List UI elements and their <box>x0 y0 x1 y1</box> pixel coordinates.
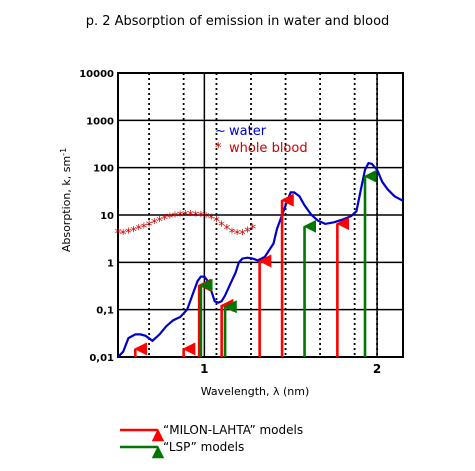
blood-point: * <box>130 225 137 240</box>
blood-point: * <box>203 211 210 226</box>
y-tick-label: 100 <box>93 164 114 175</box>
water-label: water <box>229 124 267 139</box>
blood-point: * <box>146 220 153 235</box>
y-tick-label: 1 <box>107 258 114 269</box>
y-tick-labels: 0,01 0,1 1 10 100 1000 10000 <box>79 69 114 364</box>
blood-point: * <box>229 226 236 241</box>
blood-point: * <box>249 222 256 237</box>
blood-point: * <box>161 213 168 228</box>
y-tick-label: 10 <box>100 211 114 222</box>
blood-point: * <box>177 210 184 225</box>
legend-milon-lahta: “MILON-LAHTA” models <box>163 423 303 437</box>
blood-point: * <box>234 228 241 243</box>
blood-point: * <box>141 221 148 236</box>
blood-point: * <box>224 223 231 238</box>
blood-point: * <box>213 215 220 230</box>
x-tick-label: 1 <box>200 362 208 376</box>
blood-point: * <box>192 209 199 224</box>
blood-label-marker: * <box>215 141 222 156</box>
blood-label: whole blood <box>229 141 308 156</box>
blood-point: * <box>120 228 127 243</box>
x-axis-label: Wavelength, λ (nm) <box>201 385 310 398</box>
arrow-markers <box>133 169 377 357</box>
blood-point: * <box>182 209 189 224</box>
series-whole-blood: *************************** <box>115 209 257 243</box>
water-label-marker: ~ <box>215 124 226 139</box>
x-tick-label: 2 <box>373 362 381 376</box>
legend-lsp: “LSP” models <box>163 440 244 454</box>
y-tick-label: 1000 <box>86 116 114 127</box>
y-tick-label: 0,01 <box>89 353 114 364</box>
blood-point: * <box>156 215 163 230</box>
blood-point: * <box>244 225 251 240</box>
blood-point: * <box>151 217 158 232</box>
blood-point: * <box>135 223 142 238</box>
blood-point: * <box>125 226 132 241</box>
y-axis-label-sup: -1 <box>59 148 68 156</box>
y-tick-label: 10000 <box>79 69 114 80</box>
y-axis-label: Absorption, k, sm-1 <box>59 148 73 252</box>
y-tick-label: 0,1 <box>96 306 114 317</box>
grid <box>117 72 404 358</box>
blood-point: * <box>167 212 174 227</box>
chart-title: p. 2 Absorption of emission in water and… <box>85 14 390 29</box>
blood-point: * <box>198 210 205 225</box>
blood-point: * <box>172 211 179 226</box>
blood-point: * <box>208 212 215 227</box>
y-axis-label-text: Absorption, k, sm <box>60 156 73 252</box>
blood-point: * <box>187 209 194 224</box>
series-water-line <box>117 161 404 358</box>
blood-point: * <box>115 227 122 242</box>
blood-point: * <box>239 228 246 243</box>
blood-point: * <box>218 220 225 235</box>
